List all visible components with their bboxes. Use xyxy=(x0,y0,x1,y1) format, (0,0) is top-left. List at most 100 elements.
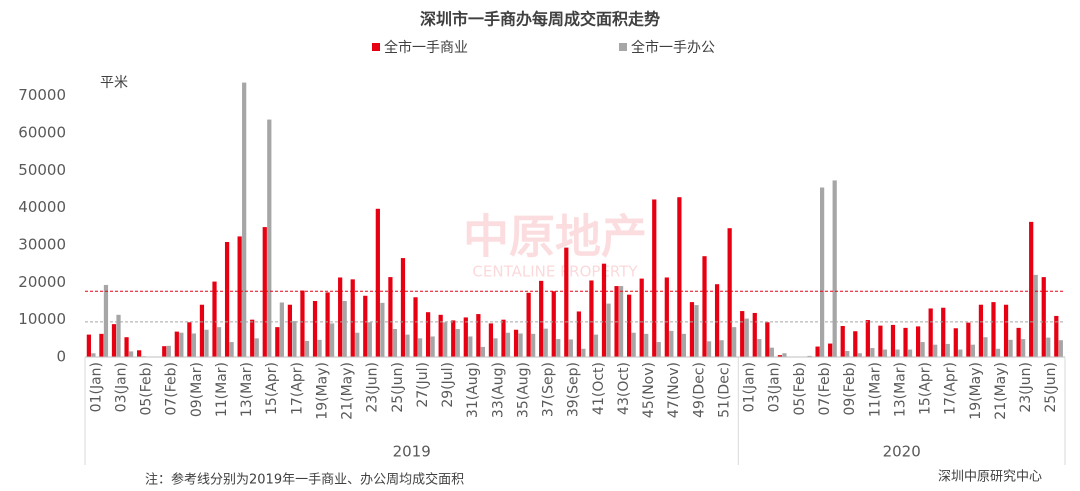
x-tick-label: 49(Dec) xyxy=(691,362,707,418)
bar xyxy=(162,346,167,357)
bar xyxy=(191,333,197,357)
bar xyxy=(325,292,330,357)
bar xyxy=(312,301,318,357)
bar xyxy=(953,328,958,357)
bar xyxy=(455,329,460,357)
bar xyxy=(1041,277,1046,357)
x-tick-label: 47(Nov) xyxy=(666,362,682,418)
bar xyxy=(543,328,548,357)
bar xyxy=(539,280,544,357)
bar xyxy=(845,351,850,357)
bar xyxy=(740,311,745,357)
bar xyxy=(287,304,293,357)
bar xyxy=(86,334,91,357)
x-tick-label: 17(Apr) xyxy=(943,362,959,415)
bar xyxy=(355,332,360,357)
y-tick-label: 40000 xyxy=(18,198,66,216)
bar xyxy=(777,355,783,357)
legend-label: 全市一手办公 xyxy=(631,39,715,56)
x-tick-label: 01(Jan) xyxy=(88,362,104,412)
bar xyxy=(593,334,599,357)
bar xyxy=(292,321,297,357)
bar xyxy=(380,302,385,357)
bar xyxy=(317,339,322,357)
bar xyxy=(330,323,335,357)
bar xyxy=(505,332,511,357)
bar xyxy=(669,330,674,357)
y-axis-label: 平米 xyxy=(100,75,128,91)
bar xyxy=(983,337,988,357)
bar xyxy=(417,338,423,357)
bar xyxy=(451,320,456,357)
bar xyxy=(551,291,556,357)
bar xyxy=(262,227,267,357)
bar xyxy=(995,348,1001,357)
bar xyxy=(166,345,171,357)
bar xyxy=(752,312,757,357)
bar xyxy=(903,327,908,357)
watermark-sub: CENTALINE PROPERTY xyxy=(472,263,638,281)
y-tick-label: 60000 xyxy=(18,124,66,142)
bar xyxy=(865,320,870,357)
x-tick-label: 13(Mar) xyxy=(892,362,908,417)
bar xyxy=(1033,274,1038,357)
bar xyxy=(970,344,975,357)
x-tick-label: 19(May) xyxy=(968,362,984,420)
x-tick-label: 01(Jan) xyxy=(742,362,758,412)
y-tick-label: 70000 xyxy=(18,86,66,104)
bar xyxy=(589,280,594,357)
watermark: 中原地产 xyxy=(463,210,647,264)
x-tick-label: 39(Sep) xyxy=(566,362,582,417)
x-tick-label: 17(Apr) xyxy=(289,362,305,415)
bar xyxy=(568,339,573,357)
bar xyxy=(463,317,468,357)
bar xyxy=(714,284,720,357)
bar xyxy=(400,258,406,357)
bar xyxy=(128,351,134,357)
bar xyxy=(250,319,255,357)
x-tick-label: 37(Sep) xyxy=(541,362,557,417)
bar xyxy=(757,339,762,357)
bar xyxy=(652,199,657,357)
bar xyxy=(702,256,707,357)
bar xyxy=(350,279,355,357)
bar xyxy=(556,339,561,357)
bar xyxy=(915,326,921,357)
bar xyxy=(928,308,933,357)
bar xyxy=(890,324,896,357)
bar xyxy=(279,302,284,357)
bar xyxy=(664,277,669,357)
bar xyxy=(882,349,888,357)
x-tick-label: 27(Jul) xyxy=(415,362,431,408)
x-tick-label: 21(May) xyxy=(993,362,1009,420)
bar xyxy=(267,119,272,357)
bar xyxy=(1021,339,1026,357)
bar xyxy=(199,304,205,357)
y-tick-label: 10000 xyxy=(18,310,66,328)
bar xyxy=(216,327,222,357)
x-tick-label: 07(Feb) xyxy=(164,362,180,416)
bar xyxy=(631,332,636,357)
bar xyxy=(388,277,393,357)
bar xyxy=(907,349,913,357)
x-group-label: 2019 xyxy=(393,443,431,461)
bar xyxy=(1058,340,1063,357)
bar xyxy=(179,332,184,357)
y-tick-label: 20000 xyxy=(18,273,66,291)
bar xyxy=(488,323,494,357)
bar xyxy=(769,347,774,357)
x-tick-label: 31(Aug) xyxy=(465,362,481,418)
bar xyxy=(111,324,117,357)
y-tick-label: 30000 xyxy=(18,236,66,254)
bar xyxy=(430,336,435,357)
bar xyxy=(639,278,644,357)
bar xyxy=(681,333,687,357)
x-tick-label: 29(Jul) xyxy=(440,362,456,408)
bar xyxy=(513,329,519,357)
x-tick-label: 19(May) xyxy=(314,362,330,420)
bar xyxy=(300,290,305,357)
x-tick-label: 45(Nov) xyxy=(641,362,657,418)
bar xyxy=(857,353,862,357)
x-tick-label: 25(Jun) xyxy=(1043,362,1059,413)
bar xyxy=(204,329,209,357)
